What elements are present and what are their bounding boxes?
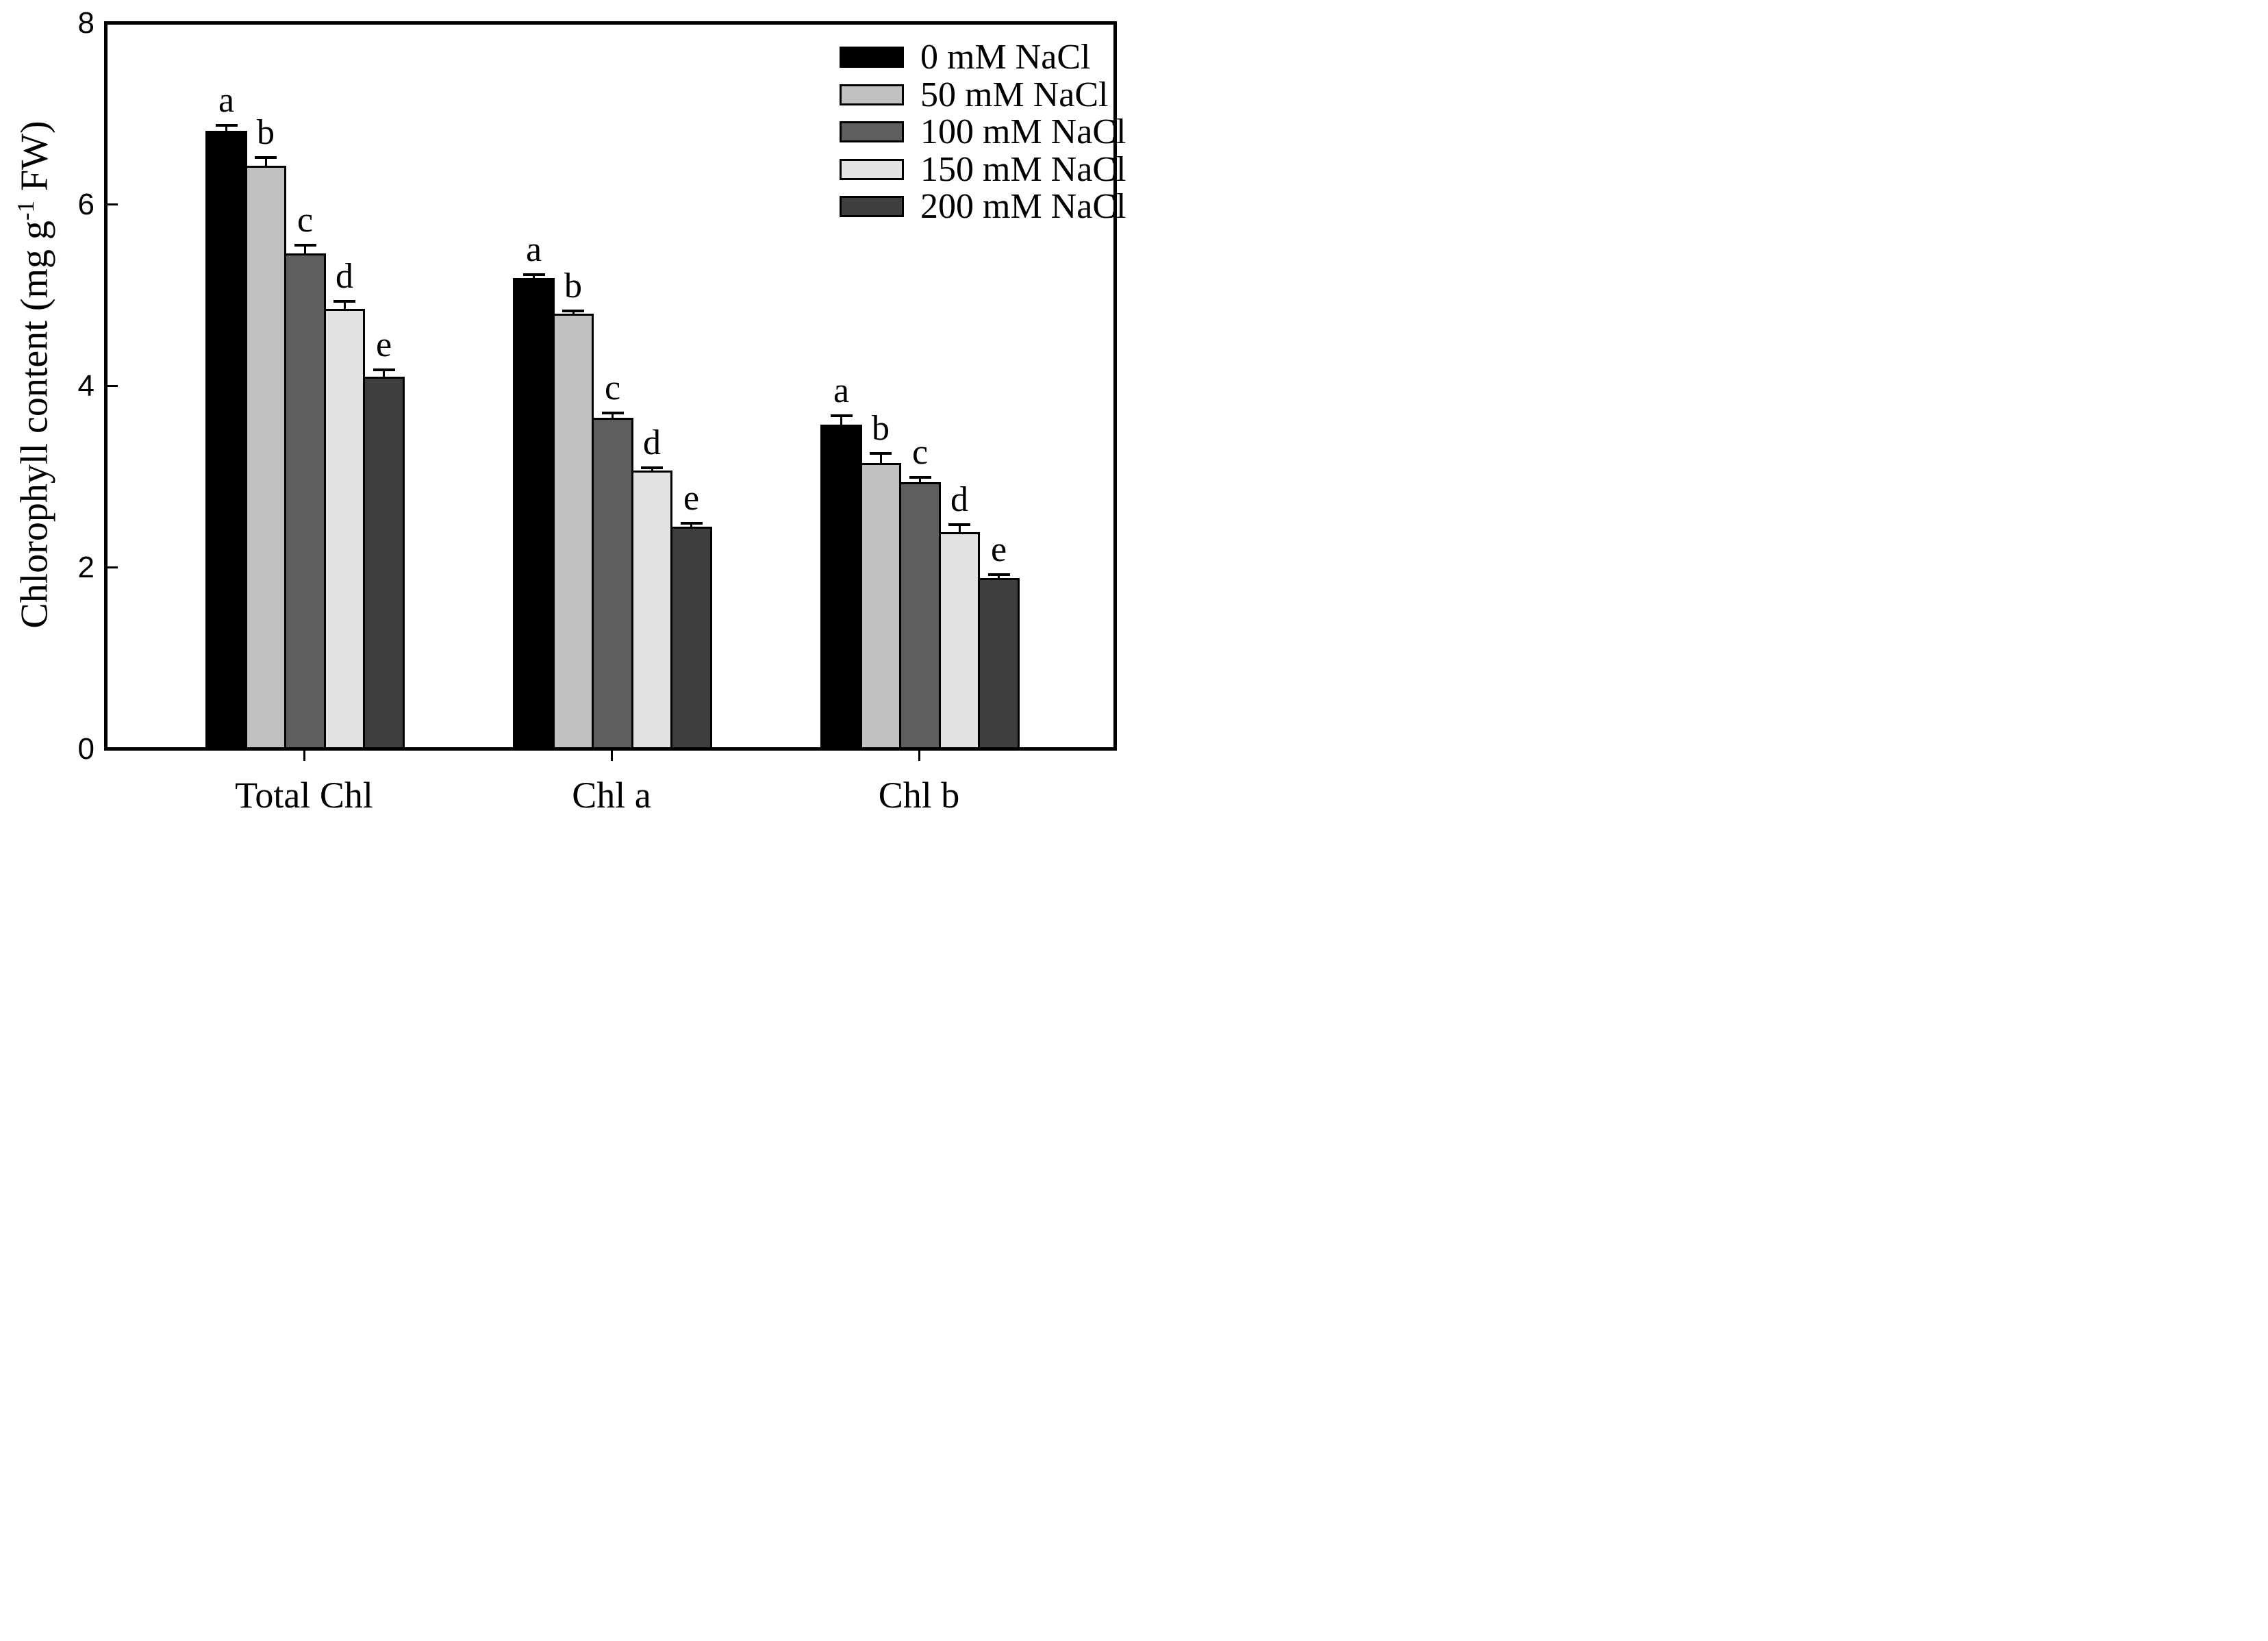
significance-letter: b — [872, 408, 890, 448]
error-bar-line — [998, 575, 1000, 580]
y-axis-tick-label: 6 — [77, 187, 94, 221]
legend-label: 0 mM NaCl — [920, 38, 1091, 77]
error-bar-cap — [255, 155, 277, 159]
significance-letter: c — [297, 201, 314, 240]
error-bar-cap — [870, 451, 892, 455]
error-bar-cap — [641, 466, 663, 469]
error-bar-cap — [987, 573, 1010, 577]
error-bar-line — [383, 369, 385, 379]
bar-chl-a-200-mM-NaCl — [670, 526, 712, 751]
legend-swatch-50-mM-NaCl — [840, 84, 904, 105]
bar-chl-b-150-mM-NaCl — [938, 531, 981, 751]
legend-label: 150 mM NaCl — [920, 149, 1126, 189]
legend-swatch-100-mM-NaCl — [840, 121, 904, 142]
error-bar-cap — [333, 300, 355, 303]
x-axis-tick — [610, 751, 613, 761]
error-bar-cap — [601, 412, 624, 415]
x-axis-category-label: Chl a — [572, 775, 651, 816]
bar-total-chl-50-mM-NaCl — [244, 165, 287, 751]
significance-letter: d — [643, 423, 661, 462]
significance-letter: a — [833, 371, 850, 411]
error-bar-line — [958, 525, 961, 534]
error-bar-line — [304, 245, 306, 255]
significance-letter: e — [375, 325, 392, 364]
error-bar-cap — [215, 124, 238, 127]
y-axis-tick — [108, 22, 118, 24]
bar-chl-b-0-mM-NaCl — [820, 425, 862, 751]
y-axis-tick-label: 8 — [77, 5, 94, 40]
bar-chl-a-50-mM-NaCl — [552, 313, 594, 751]
bar-total-chl-200-mM-NaCl — [363, 377, 405, 751]
error-bar-line — [919, 477, 921, 484]
y-axis-tick-label: 4 — [77, 368, 94, 403]
bar-total-chl-0-mM-NaCl — [205, 131, 247, 751]
significance-letter: d — [950, 480, 968, 520]
significance-letter: a — [218, 81, 235, 121]
bar-total-chl-100-mM-NaCl — [284, 253, 326, 751]
bar-total-chl-150-mM-NaCl — [323, 308, 366, 751]
error-bar-line — [840, 416, 842, 427]
error-bar-line — [612, 413, 614, 419]
legend-label: 50 mM NaCl — [920, 75, 1109, 114]
error-bar-cap — [948, 523, 970, 527]
legend-label: 200 mM NaCl — [920, 187, 1126, 226]
y-axis-tick-label: 2 — [77, 550, 94, 584]
x-axis-category-label: Total Chl — [235, 775, 373, 816]
error-bar-line — [225, 125, 227, 133]
error-bar-cap — [830, 414, 853, 418]
error-bar-cap — [680, 521, 703, 525]
error-bar-cap — [522, 273, 545, 276]
error-bar-line — [264, 157, 267, 167]
bar-chl-a-100-mM-NaCl — [592, 417, 633, 751]
error-bar-line — [572, 310, 575, 315]
error-bar-line — [343, 301, 346, 310]
x-axis-tick — [303, 751, 305, 761]
legend-swatch-200-mM-NaCl — [840, 196, 904, 217]
error-bar-line — [879, 453, 882, 465]
significance-letter: b — [564, 266, 582, 305]
y-axis-tick — [108, 748, 118, 750]
bar-chl-a-0-mM-NaCl — [513, 277, 555, 751]
x-axis-category-label: Chl b — [878, 775, 960, 816]
y-axis-tick-label: 0 — [77, 731, 94, 766]
significance-letter: d — [336, 257, 353, 297]
error-bar-cap — [373, 368, 395, 371]
y-axis-tick — [108, 385, 118, 387]
significance-letter: a — [525, 229, 542, 269]
error-bar-cap — [294, 244, 316, 247]
error-bar-cap — [909, 476, 931, 479]
legend-swatch-0-mM-NaCl — [840, 47, 904, 68]
bar-chl-b-50-mM-NaCl — [859, 463, 902, 751]
error-bar-line — [533, 274, 535, 279]
significance-letter: c — [911, 433, 929, 473]
legend-swatch-150-mM-NaCl — [840, 158, 904, 180]
x-axis-tick — [918, 751, 920, 761]
bar-chl-b-200-mM-NaCl — [978, 578, 1020, 751]
error-bar-line — [690, 523, 692, 528]
significance-letter: b — [257, 112, 275, 152]
error-bar-line — [651, 467, 653, 472]
significance-letter: e — [990, 530, 1007, 570]
significance-letter: c — [604, 368, 621, 408]
legend-label: 100 mM NaCl — [920, 112, 1126, 151]
y-axis-tick — [108, 566, 118, 568]
significance-letter: e — [683, 478, 700, 518]
error-bar-cap — [562, 309, 584, 312]
bar-chl-b-100-mM-NaCl — [899, 481, 941, 751]
bar-chl-a-150-mM-NaCl — [631, 470, 673, 751]
y-axis-tick — [108, 203, 118, 205]
